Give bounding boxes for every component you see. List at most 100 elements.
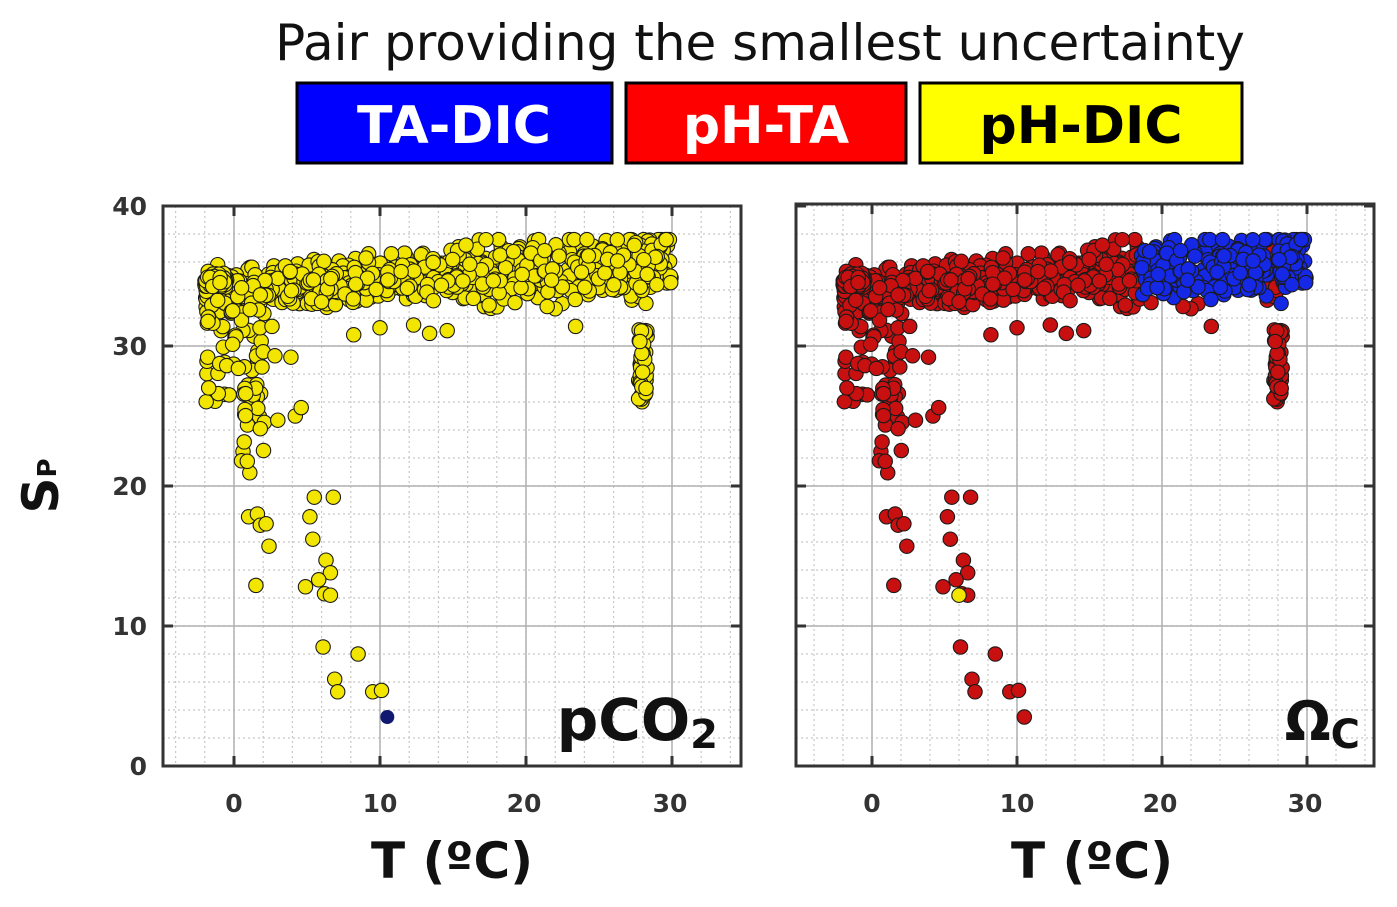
data-point-ph-dic (465, 290, 482, 307)
data-point-ph-dic (439, 322, 455, 339)
data-point-ph-dic (329, 684, 346, 700)
data-point-ph-ta (942, 531, 959, 547)
data-point-ph-dic (237, 385, 254, 402)
data-point-ph-dic (283, 282, 300, 299)
data-point-ph-dic (425, 254, 441, 271)
data-point-ph-dic (313, 294, 330, 310)
data-point-ph-dic (649, 276, 665, 293)
legend-item-ph-ta: pH-TA (624, 81, 908, 165)
data-point-ph-ta (1062, 292, 1078, 309)
data-point-ph-dic (433, 277, 450, 294)
data-point-ph-ta (875, 407, 892, 424)
data-point-ph-ta (890, 287, 906, 303)
data-point-ph-dic (345, 291, 362, 307)
data-point-ph-ta (1081, 251, 1097, 268)
data-point-ph-dic (233, 312, 250, 328)
y-axis-label-main: S (12, 478, 70, 514)
data-point-ph-ta (862, 303, 879, 319)
data-point-ph-ta (1273, 380, 1289, 397)
data-point-ph-ta (944, 489, 960, 505)
data-point-ph-ta (868, 360, 885, 377)
legend-item-ph-dic: pH-DIC (918, 81, 1244, 165)
panel-label-pco2-sub: 2 (690, 712, 718, 758)
data-point-ph-dic (224, 336, 241, 353)
data-point-ph-ta (871, 312, 888, 328)
data-point-ph-dic (322, 587, 339, 603)
figure-title: Pair providing the smallest uncertainty (275, 14, 1245, 72)
panel-label-pco2: pCO2 (557, 686, 718, 758)
data-point-ph-ta (962, 489, 979, 505)
data-point-ph-dic (567, 291, 584, 308)
data-point-ph-ta (920, 349, 937, 365)
ytick-label: 10 (112, 612, 147, 641)
data-point-ph-dic (322, 565, 339, 581)
data-point-ph-ta (880, 301, 896, 318)
data-point-ph-dic (609, 232, 626, 248)
legend-swatch-ph-dic (918, 81, 1244, 165)
data-point-ph-dic (632, 333, 648, 350)
data-point-ph-dic (639, 266, 655, 283)
data-point-ph-dic (380, 272, 396, 288)
data-point-ta-dic (1273, 295, 1289, 312)
data-point-ph-ta (1016, 272, 1033, 288)
data-point-ph-ta (1010, 682, 1027, 699)
data-point-ph-dic (576, 279, 593, 296)
data-point-ph-dic (264, 318, 280, 335)
data-point-ph-ta (838, 313, 854, 330)
data-point-ph-dic (310, 572, 327, 588)
data-point-ph-ta (1117, 297, 1134, 313)
data-point-ta-dic (1214, 231, 1231, 248)
xtick-label: 30 (653, 789, 688, 818)
data-point-ph-ta (1102, 290, 1118, 307)
data-point-ph-dic (536, 242, 553, 259)
data-point-ta-dic (1245, 253, 1261, 269)
data-point-ph-ta (952, 639, 969, 655)
data-point-ph-ta (953, 253, 970, 270)
data-point-ph-ta (1075, 322, 1092, 339)
data-point-ph-ta (1030, 263, 1046, 280)
data-point-ph-dic (199, 349, 216, 365)
data-point-ph-dic (405, 317, 422, 333)
data-point-ph-ta (964, 671, 980, 687)
data-point-ta-dic (1187, 248, 1203, 264)
data-point-ph-dic (345, 327, 362, 343)
data-point-ph-dic (372, 320, 388, 336)
data-point-ph-dic (634, 364, 651, 380)
data-point-ph-dic (224, 303, 241, 319)
xtick-label: 10 (363, 789, 398, 818)
data-point-ph-dic (539, 298, 555, 315)
data-point-ph-ta (1203, 318, 1220, 335)
data-point-ph-dic (283, 349, 299, 365)
data-point-ph-dic (455, 273, 471, 289)
data-point-ph-ta (943, 272, 959, 288)
legend: TA-DIC pH-TA pH-DIC (295, 81, 1244, 165)
data-point-ph-dic (497, 259, 514, 276)
data-point-ph-dic (514, 266, 530, 283)
panel-pco2-points (197, 231, 679, 724)
data-point-ph-dic (242, 301, 258, 318)
data-point-ph-dic (267, 348, 283, 364)
data-point-ph-ta (935, 579, 951, 595)
data-point-ph-dic (632, 279, 649, 295)
data-point-ta-dic (1149, 279, 1165, 296)
data-point-ph-dic (368, 281, 384, 298)
data-point-ph-dic (579, 231, 595, 248)
data-point-ph-dic (662, 274, 679, 291)
xtick-label: 0 (863, 789, 880, 818)
data-point-ph-ta (1070, 277, 1086, 294)
data-point-ph-ta (874, 434, 890, 450)
data-point-ph-dic (638, 380, 654, 397)
panel-pco2-yticks: 40 30 20 10 0 (112, 192, 147, 781)
data-point-ph-dic (393, 263, 409, 280)
data-point-ph-ta (893, 442, 910, 459)
data-point-ph-ta (877, 453, 893, 470)
data-point-ph-dic (551, 248, 567, 264)
panel-label-omega: ΩC (1285, 690, 1360, 758)
data-point-ph-dic (270, 412, 286, 428)
legend-item-ta-dic: TA-DIC (295, 81, 614, 165)
data-point-ph-ta (1009, 320, 1025, 336)
xtick-label: 30 (1288, 789, 1323, 818)
data-point-ph-ta (850, 274, 866, 291)
data-point-ph-dic (626, 237, 643, 254)
data-point-ph-ta (960, 270, 976, 287)
